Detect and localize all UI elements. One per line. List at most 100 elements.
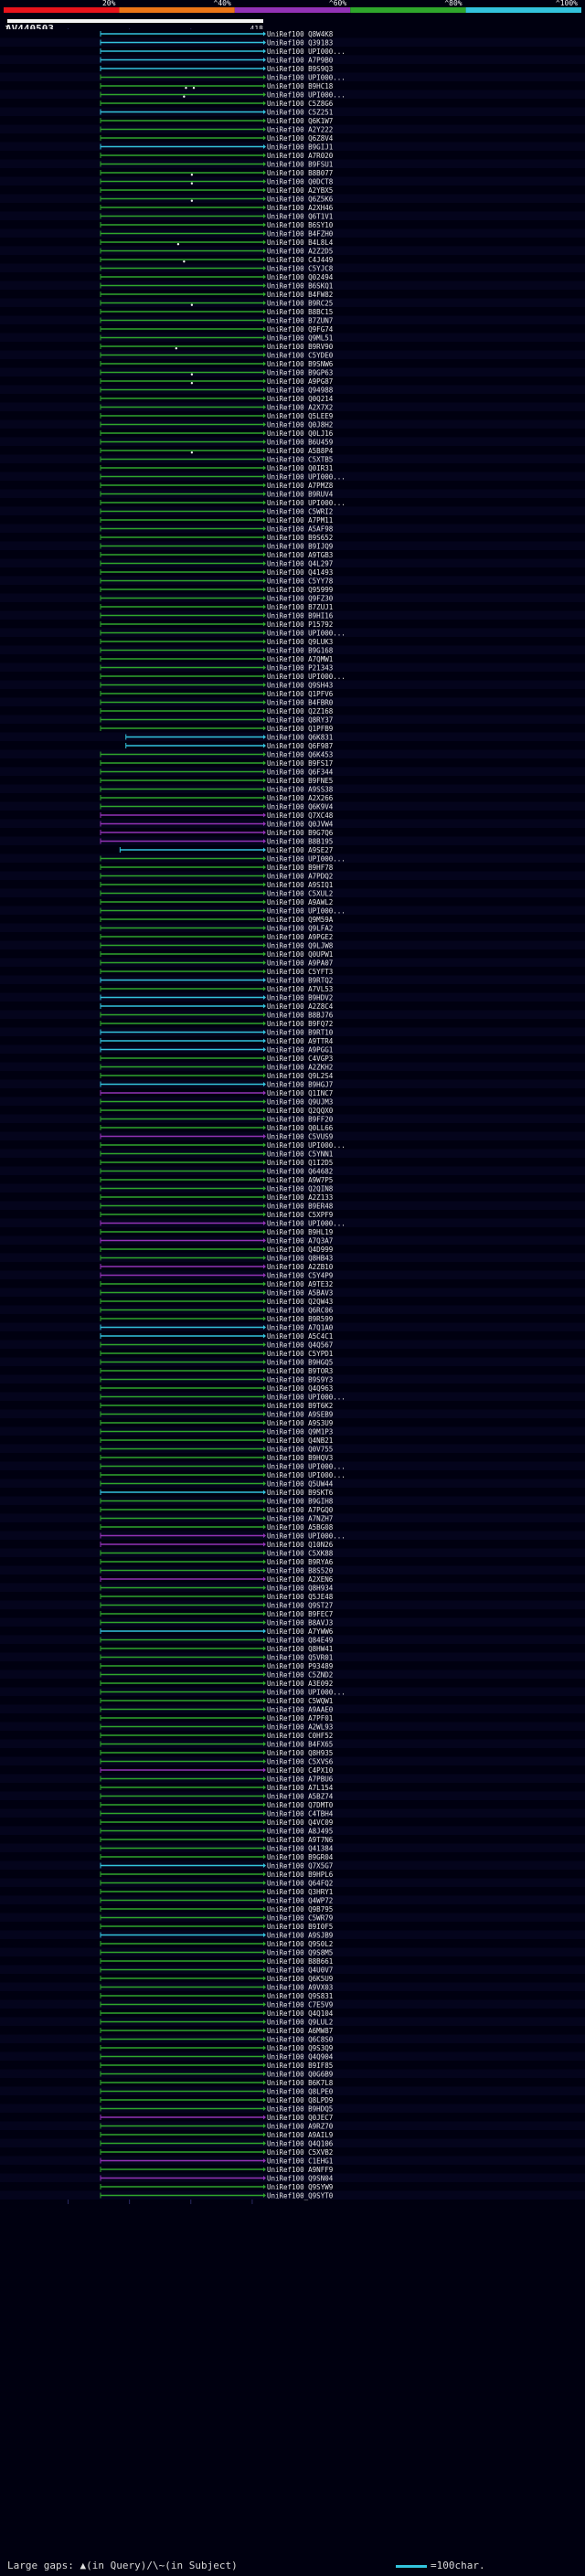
- hit-row[interactable]: UniRef100_C5Y4P9: [0, 1270, 585, 1280]
- hit-row[interactable]: UniRef100_B9SKT6: [0, 1488, 585, 1497]
- hit-row[interactable]: UniRef100_P15792: [0, 620, 585, 629]
- hit-row[interactable]: UniRef100_B7ZUN7: [0, 315, 585, 325]
- hit-row[interactable]: UniRef100_A2Y222: [0, 124, 585, 134]
- hit-row[interactable]: UniRef100_B9HDQ5: [0, 2104, 585, 2114]
- hit-row[interactable]: UniRef100_B9FF20: [0, 1114, 585, 1124]
- hit-row[interactable]: UniRef100_B7ZUJ1: [0, 602, 585, 611]
- hit-row[interactable]: UniRef100_A2Z2D5: [0, 246, 585, 256]
- hit-row[interactable]: UniRef100_Q9UJM3: [0, 1097, 585, 1107]
- hit-row[interactable]: UniRef100_Q95999: [0, 585, 585, 594]
- hit-row[interactable]: UniRef100_Q4WP72: [0, 1895, 585, 1905]
- hit-row[interactable]: UniRef100_B8BJ76: [0, 1010, 585, 1020]
- hit-row[interactable]: UniRef100_Q9LUK3: [0, 637, 585, 646]
- hit-row[interactable]: UniRef100_A9PG87: [0, 376, 585, 386]
- hit-row[interactable]: UniRef100_A5BG08: [0, 1522, 585, 1532]
- hit-row[interactable]: UniRef100_B9HQV3: [0, 1453, 585, 1462]
- hit-row[interactable]: UniRef100_B6SY10: [0, 220, 585, 229]
- hit-row[interactable]: UniRef100_B6SKQ1: [0, 281, 585, 291]
- hit-row[interactable]: UniRef100_UPI000...: [0, 628, 585, 638]
- hit-row[interactable]: UniRef100_A3E092: [0, 1679, 585, 1688]
- hit-row[interactable]: UniRef100_Q2QW43: [0, 1297, 585, 1306]
- hit-row[interactable]: UniRef100_B9RUV4: [0, 489, 585, 499]
- hit-row[interactable]: UniRef100_Q9SYT0: [0, 2190, 585, 2200]
- hit-row[interactable]: UniRef100_B9G168: [0, 645, 585, 655]
- hit-row[interactable]: UniRef100_A7PMZ8: [0, 481, 585, 490]
- hit-row[interactable]: UniRef100_C1EHG1: [0, 2156, 585, 2166]
- hit-row[interactable]: UniRef100_B9HDV2: [0, 992, 585, 1002]
- hit-row[interactable]: UniRef100_Q6T1V1: [0, 211, 585, 221]
- hit-row[interactable]: UniRef100_Q9FZ30: [0, 593, 585, 603]
- hit-row[interactable]: UniRef100_C5XVB2: [0, 2147, 585, 2157]
- hit-row[interactable]: UniRef100_Q3HRY1: [0, 1887, 585, 1896]
- hit-row[interactable]: UniRef100_A7PGQ0: [0, 1505, 585, 1514]
- hit-row[interactable]: UniRef100_C5YNN1: [0, 1149, 585, 1159]
- hit-row[interactable]: UniRef100_Q6K9V4: [0, 801, 585, 811]
- hit-row[interactable]: UniRef100_A9RZ70: [0, 2121, 585, 2131]
- hit-row[interactable]: UniRef100_Q84E49: [0, 1635, 585, 1645]
- hit-row[interactable]: UniRef100_Q9S8M5: [0, 1947, 585, 1957]
- hit-row[interactable]: UniRef100_A7P9B0: [0, 55, 585, 65]
- hit-row[interactable]: UniRef100_UPI000...: [0, 906, 585, 916]
- hit-row[interactable]: UniRef100_Q6K453: [0, 749, 585, 759]
- hit-row[interactable]: UniRef100_A9TGB3: [0, 550, 585, 559]
- hit-row[interactable]: UniRef100_B9HI16: [0, 610, 585, 620]
- hit-row[interactable]: UniRef100_B6K7L8: [0, 2078, 585, 2087]
- hit-row[interactable]: UniRef100_Q7X5G7: [0, 1860, 585, 1871]
- hit-row[interactable]: UniRef100_Q6F987: [0, 741, 585, 750]
- hit-row[interactable]: UniRef100_Q9LUL2: [0, 2017, 585, 2027]
- hit-row[interactable]: UniRef100_Q4Q104: [0, 2009, 585, 2018]
- hit-row[interactable]: UniRef100_A2XH46: [0, 203, 585, 212]
- hit-row[interactable]: UniRef100_Q0DCT8: [0, 176, 585, 186]
- hit-row[interactable]: UniRef100_Q1PFV6: [0, 689, 585, 698]
- hit-row[interactable]: UniRef100_A5BAV3: [0, 1288, 585, 1298]
- hit-row[interactable]: UniRef100_B9IJQ9: [0, 541, 585, 551]
- hit-row[interactable]: UniRef100_C5Z8G6: [0, 99, 585, 108]
- hit-row[interactable]: UniRef100_Q9LFA2: [0, 923, 585, 933]
- hit-row[interactable]: UniRef100_Q9M1P3: [0, 1426, 585, 1436]
- hit-row[interactable]: UniRef100_Q6Z8V4: [0, 133, 585, 143]
- hit-row[interactable]: UniRef100_Q6Z5K6: [0, 194, 585, 204]
- hit-row[interactable]: UniRef100_Q0IR31: [0, 463, 585, 472]
- hit-row[interactable]: UniRef100_C5WQW1: [0, 1696, 585, 1705]
- hit-row[interactable]: UniRef100_Q1INC7: [0, 1088, 585, 1097]
- hit-row[interactable]: UniRef100_C5YJC8: [0, 263, 585, 273]
- hit-row[interactable]: UniRef100_Q8H934: [0, 1583, 585, 1593]
- hit-row[interactable]: UniRef100_C5WR79: [0, 1913, 585, 1923]
- hit-row[interactable]: UniRef100_A9PGE2: [0, 932, 585, 941]
- hit-row[interactable]: UniRef100_B4FBR0: [0, 697, 585, 707]
- hit-row[interactable]: UniRef100_UPI000...: [0, 1392, 585, 1402]
- hit-row[interactable]: UniRef100_B9RYA6: [0, 1557, 585, 1566]
- hit-row[interactable]: UniRef100_UPI000...: [0, 90, 585, 100]
- hit-row[interactable]: UniRef100_C5Z251: [0, 107, 585, 117]
- hit-row[interactable]: UniRef100_Q9M59A: [0, 915, 585, 924]
- hit-row[interactable]: UniRef100_A9S3U9: [0, 1418, 585, 1427]
- hit-row[interactable]: UniRef100_C5XPF9: [0, 1210, 585, 1219]
- hit-row[interactable]: UniRef100_B9GR04: [0, 1852, 585, 1861]
- hit-row[interactable]: UniRef100_C5XUL2: [0, 888, 585, 898]
- hit-row[interactable]: UniRef100_B9TOR3: [0, 1366, 585, 1375]
- hit-row[interactable]: UniRef100_C4TBH4: [0, 1808, 585, 1818]
- hit-row[interactable]: UniRef100_Q4D999: [0, 1245, 585, 1254]
- hit-row[interactable]: UniRef100_A5BZ74: [0, 1791, 585, 1801]
- hit-row[interactable]: UniRef100_B9R599: [0, 1314, 585, 1323]
- hit-row[interactable]: UniRef100_B9HPL6: [0, 1870, 585, 1879]
- hit-row[interactable]: UniRef100_B9S9Y3: [0, 1374, 585, 1384]
- hit-row[interactable]: UniRef100_C5YDE0: [0, 350, 585, 360]
- hit-row[interactable]: UniRef100_B9HGQ5: [0, 1357, 585, 1367]
- hit-row[interactable]: UniRef100_B9GIJ1: [0, 142, 585, 152]
- hit-row[interactable]: UniRef100_A7PM11: [0, 515, 585, 525]
- hit-row[interactable]: UniRef100_A9TE32: [0, 1279, 585, 1288]
- hit-row[interactable]: UniRef100_A2ZB10: [0, 1262, 585, 1271]
- hit-row[interactable]: UniRef100_B8BC15: [0, 307, 585, 316]
- hit-row[interactable]: UniRef100_UPI000...: [0, 1531, 585, 1541]
- hit-row[interactable]: UniRef100_Q8HB43: [0, 1253, 585, 1263]
- hit-row[interactable]: UniRef100_Q0Q214: [0, 394, 585, 403]
- hit-row[interactable]: UniRef100_C7E5V9: [0, 1999, 585, 2009]
- hit-row[interactable]: UniRef100_UPI000...: [0, 853, 585, 864]
- hit-row[interactable]: UniRef100_B9RV90: [0, 342, 585, 351]
- hit-row[interactable]: UniRef100_Q9S0L2: [0, 1939, 585, 1948]
- hit-row[interactable]: UniRef100_A2WL93: [0, 1722, 585, 1732]
- hit-row[interactable]: UniRef100_A9T7N6: [0, 1835, 585, 1844]
- hit-row[interactable]: UniRef100_B9RT10: [0, 1027, 585, 1037]
- hit-rows[interactable]: UniRef100_Q8W4K8UniRef100_Q39183UniRef10…: [0, 29, 585, 2200]
